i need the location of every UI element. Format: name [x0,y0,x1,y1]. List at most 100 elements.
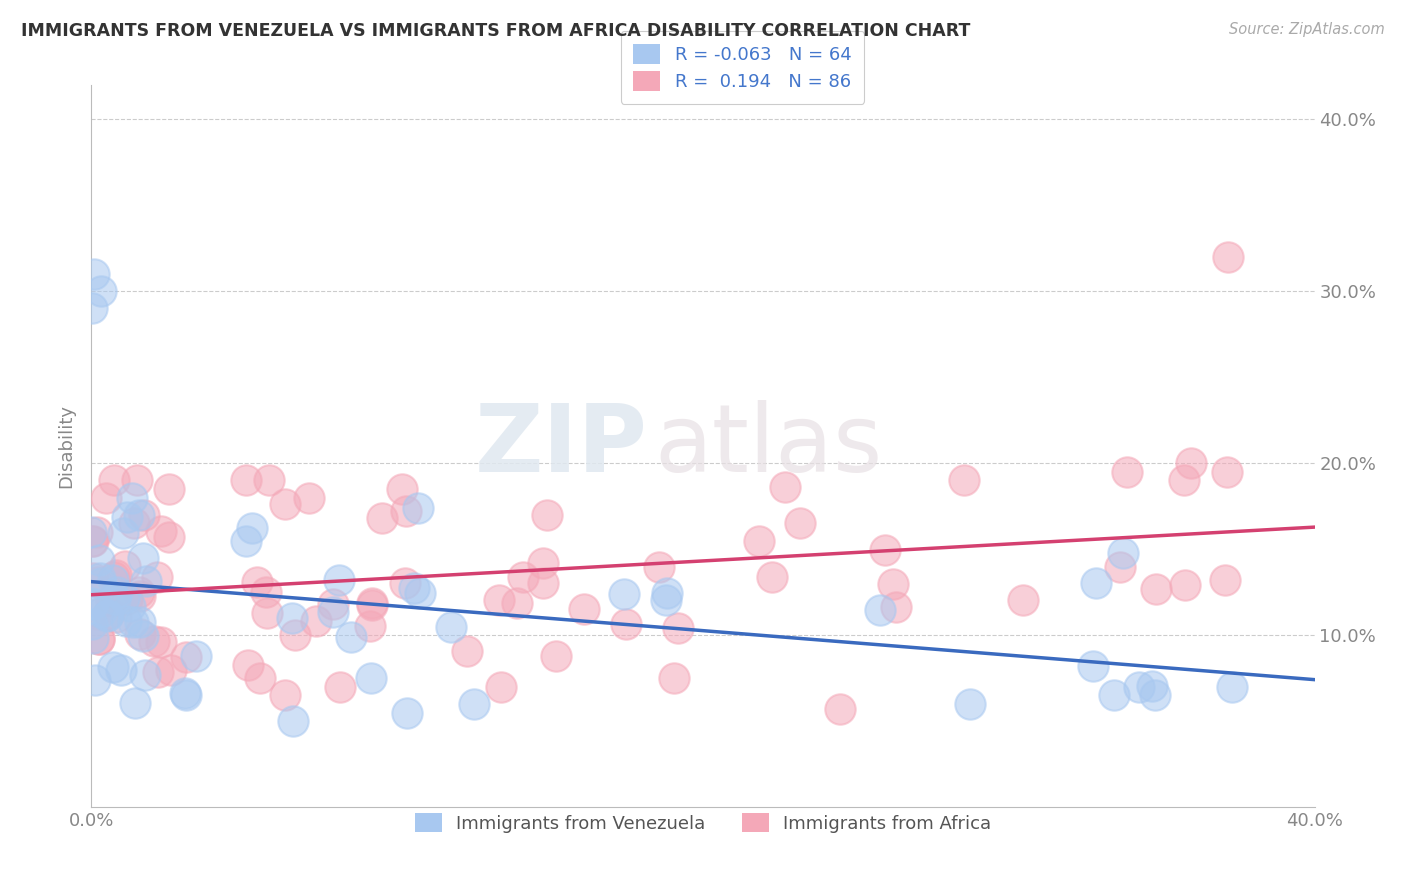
Point [103,474,125,488]
Point [82,533,104,548]
Point [371,511,394,525]
Point [305,614,328,628]
Point [1144,582,1167,596]
Point [748,534,770,549]
Point [86,524,108,539]
Point [882,577,904,591]
Point [143,634,166,648]
Point [100,594,122,608]
Point [775,480,797,494]
Point [329,680,352,694]
Point [340,630,363,644]
Point [132,551,155,566]
Point [322,605,344,619]
Point [283,714,305,729]
Text: Source: ZipAtlas.com: Source: ZipAtlas.com [1229,22,1385,37]
Point [124,696,146,710]
Point [128,508,150,522]
Point [115,614,138,628]
Point [1213,573,1236,587]
Point [82,597,104,611]
Point [83,267,105,281]
Point [125,474,148,488]
Point [235,534,257,549]
Text: atlas: atlas [654,400,883,492]
Point [360,671,382,685]
Point [114,559,136,574]
Point [110,663,132,677]
Point [1081,659,1104,673]
Point [869,603,891,617]
Point [240,521,263,535]
Point [273,497,295,511]
Legend: Immigrants from Venezuela, Immigrants from Africa: Immigrants from Venezuela, Immigrants fr… [402,800,1004,846]
Point [531,575,554,590]
Point [235,474,257,488]
Point [86,575,108,590]
Point [128,589,150,603]
Point [128,615,150,630]
Point [456,644,478,658]
Point [157,530,180,544]
Point [298,491,321,505]
Point [80,596,103,610]
Point [96,491,118,505]
Point [97,607,120,622]
Point [1174,578,1197,592]
Point [761,570,783,584]
Point [1011,593,1033,607]
Point [174,686,197,700]
Point [409,585,432,599]
Point [506,596,529,610]
Point [104,567,127,582]
Point [1104,689,1126,703]
Point [101,659,124,673]
Point [103,570,125,584]
Point [536,508,558,522]
Point [134,508,156,522]
Point [89,571,111,585]
Point [544,648,567,663]
Point [87,632,110,646]
Point [86,607,108,621]
Point [87,632,110,647]
Point [359,619,381,633]
Point [1180,456,1202,470]
Point [176,689,198,703]
Point [80,524,103,539]
Point [322,597,344,611]
Point [1215,465,1237,479]
Point [1112,546,1135,560]
Point [82,571,104,585]
Point [789,516,811,531]
Point [281,611,304,625]
Point [82,631,104,645]
Point [664,671,686,685]
Point [245,575,267,590]
Point [105,609,128,624]
Point [96,608,118,623]
Point [256,607,278,621]
Point [361,596,384,610]
Point [146,665,169,680]
Point [112,591,135,605]
Text: ZIP: ZIP [475,400,648,492]
Point [254,585,277,599]
Point [440,620,463,634]
Point [89,553,111,567]
Point [657,586,679,600]
Point [613,587,636,601]
Point [1128,680,1150,694]
Point [402,581,425,595]
Point [1140,679,1163,693]
Point [1173,474,1195,488]
Point [249,671,271,685]
Point [395,706,418,720]
Point [884,600,907,615]
Point [614,616,637,631]
Point [101,574,124,588]
Point [83,673,105,687]
Point [1220,680,1243,694]
Point [391,482,413,496]
Point [1084,575,1107,590]
